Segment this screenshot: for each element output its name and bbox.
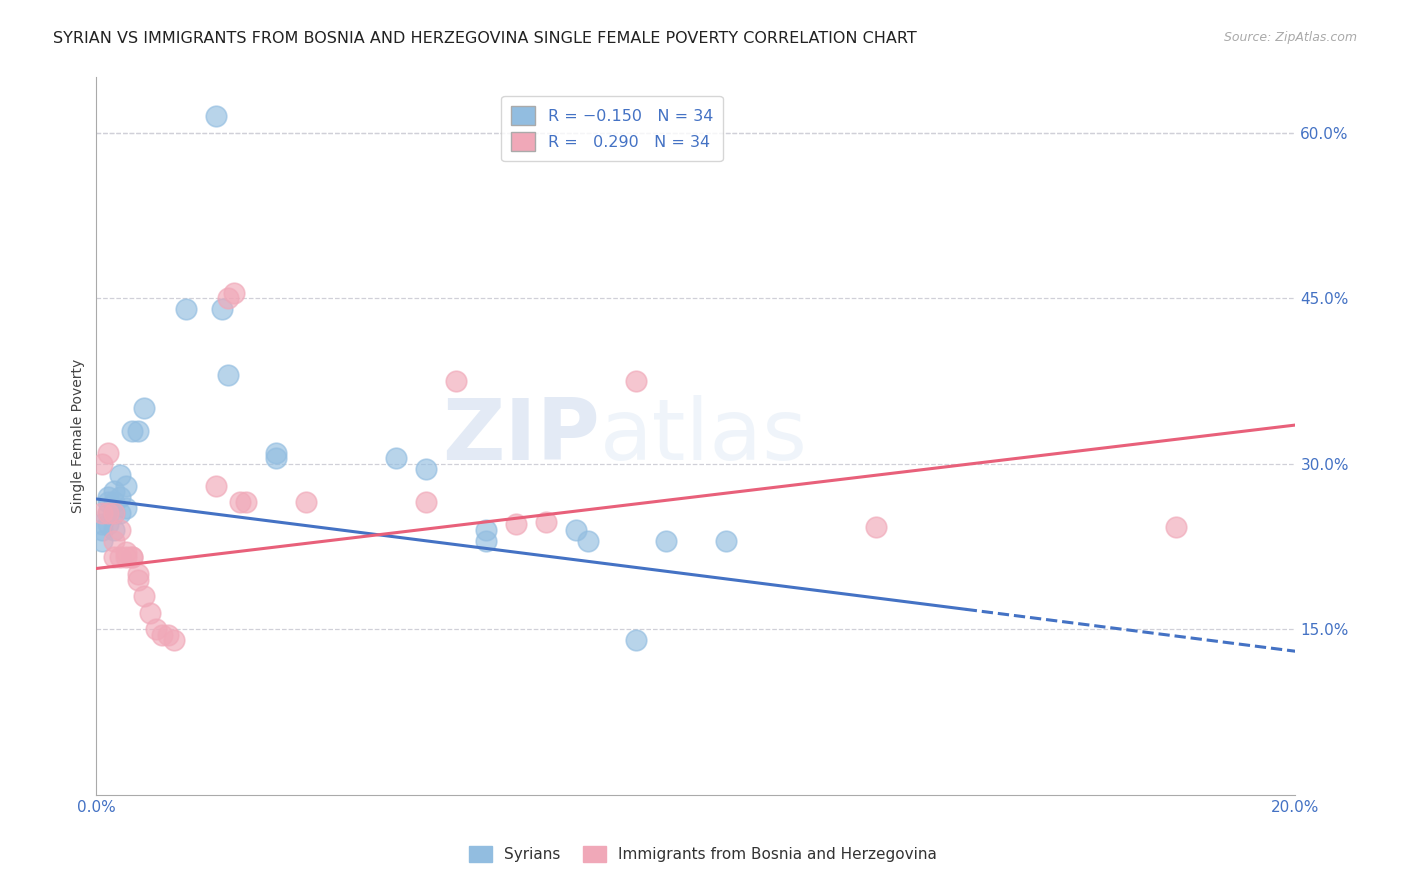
Point <box>97 506 120 520</box>
Point <box>91 517 114 532</box>
Legend: Syrians, Immigrants from Bosnia and Herzegovina: Syrians, Immigrants from Bosnia and Herz… <box>463 840 943 868</box>
Point <box>624 374 647 388</box>
Point <box>127 424 149 438</box>
Point <box>127 573 149 587</box>
Point <box>1164 519 1187 533</box>
Point <box>103 506 125 520</box>
Point <box>157 628 180 642</box>
Point <box>134 401 156 416</box>
Point <box>217 368 239 383</box>
Point <box>505 517 527 532</box>
Legend: R = −0.150   N = 34, R =   0.290   N = 34: R = −0.150 N = 34, R = 0.290 N = 34 <box>502 96 723 161</box>
Point <box>139 606 162 620</box>
Point <box>163 633 186 648</box>
Point <box>115 550 138 565</box>
Point <box>217 291 239 305</box>
Point <box>534 515 557 529</box>
Point <box>865 519 887 533</box>
Point <box>103 523 125 537</box>
Point <box>624 633 647 648</box>
Point <box>97 506 120 520</box>
Point <box>150 628 173 642</box>
Text: SYRIAN VS IMMIGRANTS FROM BOSNIA AND HERZEGOVINA SINGLE FEMALE POVERTY CORRELATI: SYRIAN VS IMMIGRANTS FROM BOSNIA AND HER… <box>53 31 917 46</box>
Point <box>97 445 120 459</box>
Point <box>103 484 125 499</box>
Point <box>229 495 252 509</box>
Point <box>103 550 125 565</box>
Point <box>110 467 132 482</box>
Point <box>576 533 599 548</box>
Point <box>415 462 437 476</box>
Point <box>110 506 132 520</box>
Point <box>205 479 228 493</box>
Point <box>127 567 149 582</box>
Point <box>103 495 125 509</box>
Point <box>264 445 287 459</box>
Point <box>97 517 120 532</box>
Point <box>655 533 678 548</box>
Point <box>444 374 467 388</box>
Point <box>714 533 737 548</box>
Point <box>91 457 114 471</box>
Point <box>103 533 125 548</box>
Point <box>91 506 114 520</box>
Point <box>295 495 318 509</box>
Text: Source: ZipAtlas.com: Source: ZipAtlas.com <box>1223 31 1357 45</box>
Point <box>121 424 143 438</box>
Point <box>91 533 114 548</box>
Point <box>121 550 143 565</box>
Point <box>415 495 437 509</box>
Point <box>565 523 588 537</box>
Point <box>121 550 143 565</box>
Point <box>103 506 125 520</box>
Point <box>174 302 197 317</box>
Point <box>224 285 246 300</box>
Point <box>134 589 156 603</box>
Point <box>385 451 408 466</box>
Point <box>264 451 287 466</box>
Point <box>205 109 228 123</box>
Point <box>97 495 120 509</box>
Point <box>115 479 138 493</box>
Point <box>115 500 138 515</box>
Point <box>235 495 257 509</box>
Text: ZIP: ZIP <box>443 394 600 477</box>
Point <box>145 622 167 636</box>
Point <box>475 523 498 537</box>
Point <box>211 302 233 317</box>
Point <box>475 533 498 548</box>
Text: atlas: atlas <box>600 394 808 477</box>
Point <box>110 550 132 565</box>
Point <box>110 523 132 537</box>
Y-axis label: Single Female Poverty: Single Female Poverty <box>72 359 86 513</box>
Point <box>97 490 120 504</box>
Point <box>110 490 132 504</box>
Point <box>91 523 114 537</box>
Point <box>115 545 138 559</box>
